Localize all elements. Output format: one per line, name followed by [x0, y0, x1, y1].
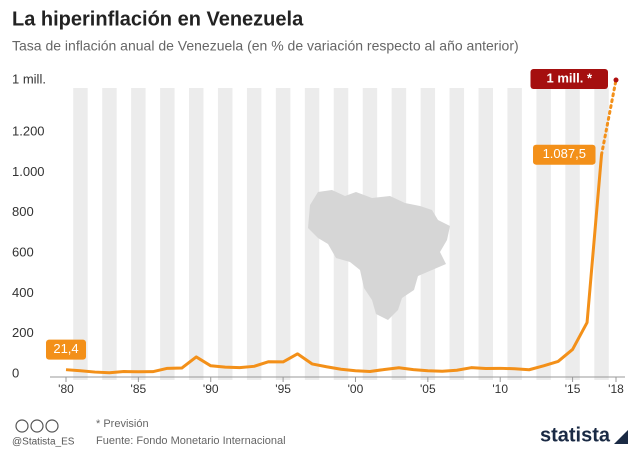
map-venezuela — [308, 190, 450, 320]
stripe — [304, 88, 320, 380]
stripe — [246, 88, 262, 380]
stripe — [160, 88, 175, 380]
value-label-bg — [46, 339, 86, 360]
value-label: 1 mill. * — [546, 70, 592, 85]
y-break-label: 1 mill. — [12, 71, 46, 86]
y-tick-label: 600 — [12, 244, 34, 259]
note: * Previsión — [96, 418, 149, 430]
brand-logo: statista — [540, 424, 611, 446]
x-tick-label: '95 — [275, 382, 291, 396]
x-tick-label: '18 — [608, 382, 624, 396]
value-label: 1.087,5 — [543, 146, 586, 161]
x-tick-label: '80 — [58, 382, 74, 396]
line — [65, 154, 604, 375]
x-tick-label: '05 — [420, 382, 436, 396]
x-tick-label: '10 — [492, 382, 508, 396]
value-label-bg — [533, 144, 596, 165]
x-tick-label: '00 — [348, 382, 364, 396]
forecast-point — [613, 77, 619, 83]
x-tick-label: '85 — [131, 382, 147, 396]
stripe — [102, 88, 117, 380]
by-icon — [30, 419, 44, 433]
y-tick-label: 800 — [12, 204, 34, 219]
stripe — [507, 88, 522, 380]
stripe — [594, 88, 609, 380]
stripe — [449, 88, 465, 380]
cc-icon — [15, 419, 29, 433]
stripe — [189, 88, 204, 380]
stripe — [275, 88, 291, 380]
forecast-line — [600, 78, 618, 157]
y-tick-label: 200 — [12, 325, 34, 340]
credit: @Statista_ES — [12, 437, 75, 448]
stripe — [217, 88, 233, 380]
nd-icon — [45, 419, 59, 433]
chart-title: La hiperinflación en Venezuela — [12, 8, 304, 30]
chart-subtitle: Tasa de inflación anual de Venezuela (en… — [12, 38, 519, 54]
x-tick-label: '15 — [565, 382, 581, 396]
y-tick-label: 1.200 — [12, 123, 45, 138]
value-label-bg — [530, 69, 608, 89]
value-label: 21,4 — [53, 341, 78, 356]
x-tick-label: '90 — [203, 382, 219, 396]
stripe — [536, 88, 551, 380]
stripe — [73, 88, 88, 380]
stripe — [565, 88, 580, 380]
source: Fuente: Fondo Monetario Internacional — [96, 435, 286, 447]
stripe — [131, 88, 146, 380]
y-tick-label: 1.000 — [12, 164, 45, 179]
y-tick-label: 400 — [12, 285, 34, 300]
stripe — [478, 88, 493, 380]
y-tick-label: 0 — [12, 365, 19, 380]
brand-icon — [614, 430, 628, 444]
